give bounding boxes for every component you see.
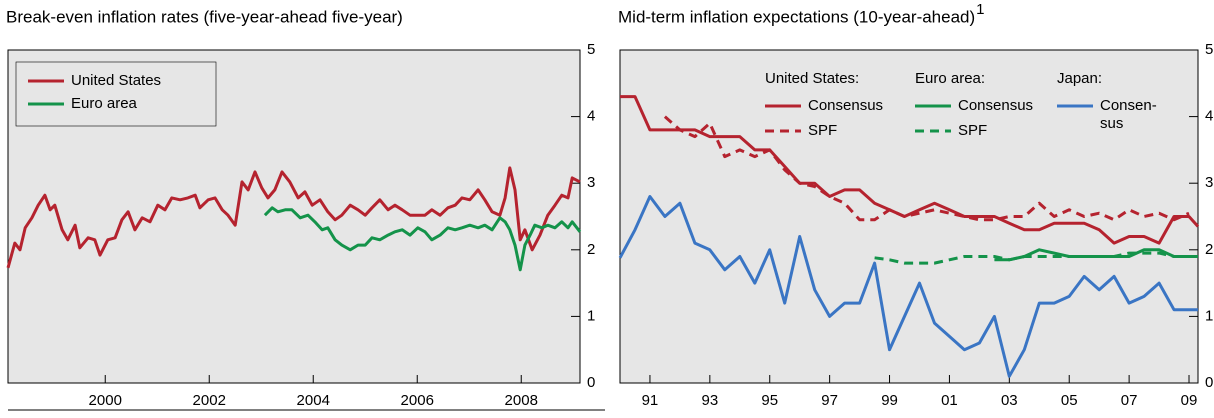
x-tick-label: 93: [702, 392, 719, 409]
data-line: [620, 95, 1200, 245]
y-tick-label: 2: [1205, 241, 1213, 258]
data-line: [6, 166, 581, 269]
plot-area: [619, 49, 1199, 384]
y-tick-label: 3: [1205, 174, 1213, 191]
legend-label: Consensus: [958, 97, 1033, 114]
y-tick-label: 1: [587, 307, 595, 324]
legend-label: United States: [71, 72, 161, 89]
legend-label: SPF: [808, 122, 837, 139]
x-tick-label: 91: [642, 392, 659, 409]
legend-label: SPF: [958, 122, 987, 139]
y-tick-label: 5: [1205, 41, 1213, 58]
legend-box: [15, 61, 217, 127]
y-tick-label: 5: [587, 41, 595, 58]
x-tick-label: 99: [881, 392, 898, 409]
y-tick-label: 0: [1205, 374, 1213, 391]
x-tick-label: 07: [1121, 392, 1138, 409]
legend-label: Consen-sus: [1100, 97, 1157, 132]
y-tick-label: 0: [587, 374, 595, 391]
title-note: 1: [976, 1, 984, 18]
x-tick-label: 2008: [505, 392, 538, 409]
legend-label-line: sus: [1100, 115, 1123, 132]
plot-area: [7, 49, 581, 384]
x-tick-label: 2000: [89, 392, 122, 409]
y-tick-label: 1: [1205, 307, 1213, 324]
data-line: [874, 251, 1189, 265]
chart-title: Break-even inflation rates (five-year-ah…: [6, 7, 403, 26]
data-line: [263, 206, 582, 272]
x-tick-label: 2004: [297, 392, 330, 409]
data-line: [663, 115, 1190, 222]
x-tick-label: 05: [1061, 392, 1078, 409]
y-tick-label: 3: [587, 174, 595, 191]
x-tick-label: 03: [1001, 392, 1018, 409]
legend-label-line: Consen-: [1100, 97, 1157, 114]
legend-label: Euro area: [71, 95, 138, 112]
y-tick-label: 4: [587, 108, 595, 125]
x-tick-label: 2002: [193, 392, 226, 409]
x-tick-label: 2006: [401, 392, 434, 409]
legend-group-title: Japan:: [1057, 70, 1102, 87]
x-tick-label: 09: [1181, 392, 1198, 409]
x-tick-label: 01: [941, 392, 958, 409]
legend-group-title: United States:: [765, 70, 859, 87]
chart-title: Mid-term inflation expectations (10-year…: [618, 7, 975, 26]
x-tick-label: 95: [761, 392, 778, 409]
legend-group-title: Euro area:: [915, 70, 985, 87]
y-tick-label: 2: [587, 241, 595, 258]
legend-label: Consensus: [808, 97, 883, 114]
y-tick-label: 4: [1205, 108, 1213, 125]
x-tick-label: 97: [821, 392, 838, 409]
data-line: [618, 195, 1198, 378]
